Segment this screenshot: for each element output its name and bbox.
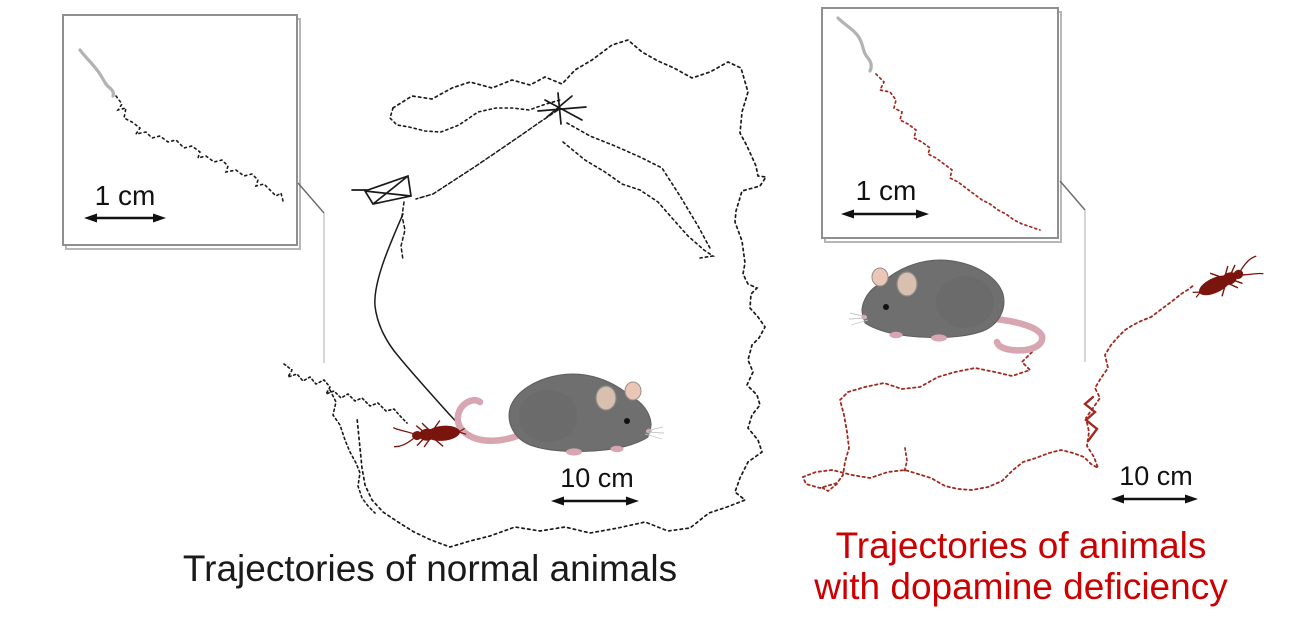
caption-dopamine-deficiency: Trajectories of animals with dopamine de… — [776, 525, 1266, 608]
left-inset: 1 cm — [62, 14, 301, 250]
mouse-tail — [454, 396, 534, 444]
mouse-illustration-right — [848, 259, 1046, 354]
left-main-trajectory — [283, 39, 768, 548]
right-inset: 1 cm — [821, 7, 1062, 243]
caption-dopamine-line2: with dopamine deficiency — [814, 566, 1228, 608]
inset-trajectory-black — [115, 95, 284, 202]
trajectory-red-knot — [1083, 395, 1099, 443]
scale-bar-left: 10 cm — [551, 463, 639, 506]
trajectory-segment — [400, 201, 406, 261]
worm-silhouette — [78, 48, 115, 98]
trajectory-tangle — [537, 92, 587, 125]
trajectory-segment — [562, 141, 716, 259]
right-main-trajectory — [801, 284, 1195, 493]
trajectory-run-to-prey — [374, 213, 464, 430]
trajectory-segment — [329, 389, 376, 514]
right-inset-scale-arrow — [841, 209, 929, 219]
cockroach-icon-right — [1187, 251, 1267, 308]
mouse-illustration-left — [454, 373, 665, 457]
trajectory-red-branch — [820, 483, 838, 493]
left-inset-scale-label: 1 cm — [95, 180, 156, 211]
trajectory-segment — [415, 109, 559, 200]
scale-bar-right-label: 10 cm — [1119, 461, 1193, 491]
trajectory-segment — [566, 122, 712, 251]
scale-bar-right: 10 cm — [1111, 461, 1198, 504]
caption-normal-animals: Trajectories of normal animals — [182, 548, 678, 589]
trajectory-kite-knot — [351, 174, 412, 205]
trajectory-squiggle — [283, 363, 408, 424]
inset-trajectory-red — [875, 73, 1041, 231]
trajectory-segment — [389, 99, 561, 133]
right-inset-scale-label: 1 cm — [856, 175, 917, 206]
scale-bar-left-label: 10 cm — [560, 463, 634, 493]
mouse-tail — [981, 314, 1046, 354]
left-inset-leader-lines — [297, 182, 325, 363]
left-inset-box — [62, 14, 298, 246]
right-inset-leader-lines — [1059, 180, 1086, 362]
worm-silhouette — [836, 16, 873, 73]
trajectory-red-branch — [903, 447, 908, 474]
trajectory-red-main — [801, 284, 1195, 491]
left-inset-scale-arrow — [84, 213, 166, 223]
caption-dopamine-line1: Trajectories of animals — [835, 525, 1207, 566]
trajectory-outer-loop — [356, 39, 768, 548]
